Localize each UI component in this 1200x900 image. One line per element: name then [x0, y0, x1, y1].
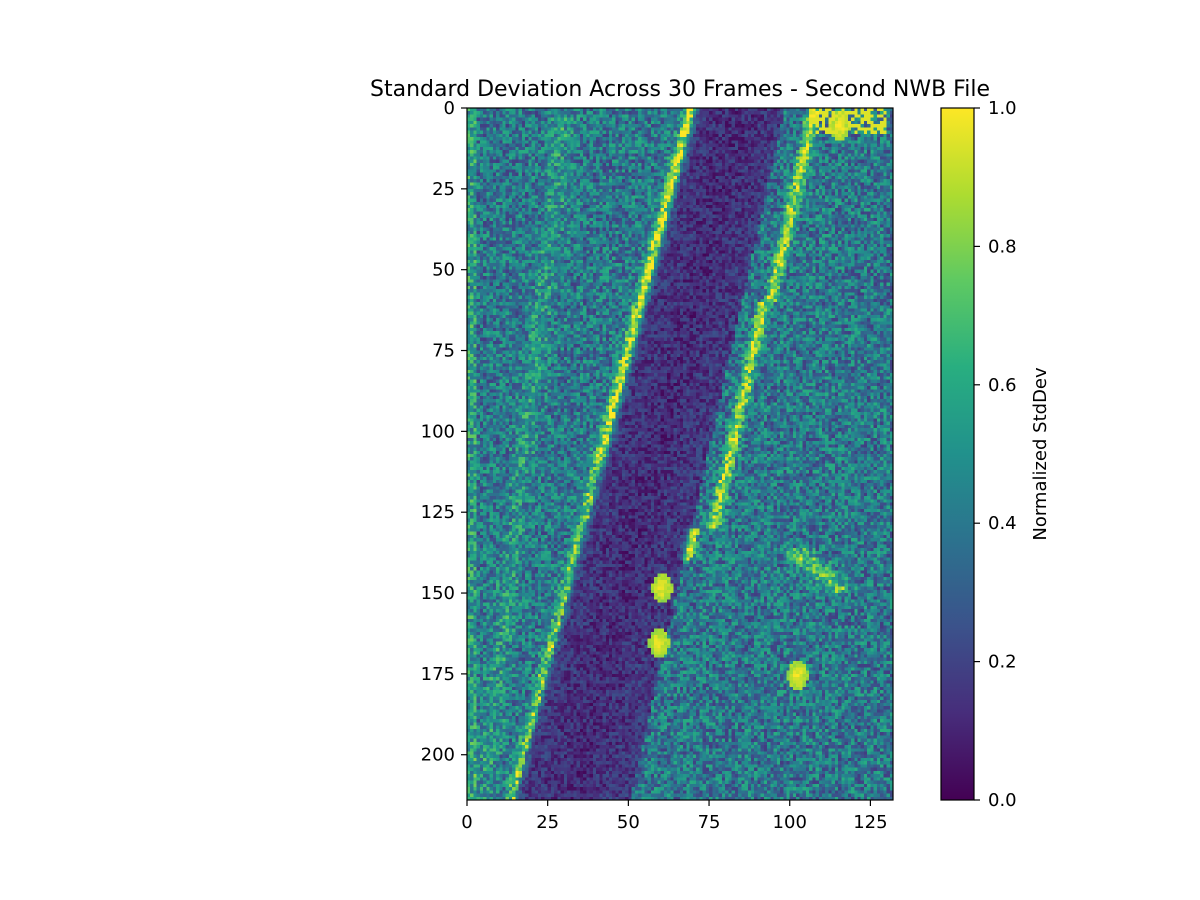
heatmap-raster — [467, 108, 893, 800]
colorbar-tick-label: 0.2 — [988, 652, 1017, 673]
y-tick-label: 200 — [421, 745, 455, 766]
heatmap-image — [467, 108, 893, 800]
x-tick-label: 25 — [536, 812, 559, 833]
y-axis: 0 25 50 75 100 125 150 175 200 — [421, 98, 467, 766]
x-tick-label: 75 — [698, 812, 721, 833]
colorbar-tick-label: 0.8 — [988, 236, 1017, 257]
colorbar-tick-label: 1.0 — [988, 98, 1017, 119]
y-tick-label: 75 — [432, 341, 455, 362]
colorbar-tick-label: 0.0 — [988, 790, 1017, 811]
chart-title: Standard Deviation Across 30 Frames - Se… — [370, 77, 990, 102]
x-axis: 0 25 50 75 100 125 — [461, 800, 888, 833]
y-tick-label: 125 — [421, 502, 455, 523]
colorbar-ticks: 0.0 0.2 0.4 0.6 0.8 1.0 — [974, 98, 1017, 811]
y-tick-label: 175 — [421, 664, 455, 685]
x-tick-label: 125 — [853, 812, 887, 833]
colorbar-label: Normalized StdDev — [1030, 367, 1051, 541]
y-tick-label: 0 — [444, 98, 455, 119]
colorbar-gradient — [940, 107, 975, 801]
y-tick-label: 25 — [432, 179, 455, 200]
x-tick-label: 100 — [773, 812, 807, 833]
x-tick-label: 50 — [617, 812, 640, 833]
y-tick-label: 150 — [421, 583, 455, 604]
colorbar: 0.0 0.2 0.4 0.6 0.8 1.0 Normalized StdDev — [940, 98, 1051, 811]
y-tick-label: 100 — [421, 421, 455, 442]
colorbar-tick-label: 0.4 — [988, 513, 1017, 534]
plot-frame — [466, 107, 894, 801]
x-tick-label: 0 — [461, 812, 472, 833]
y-tick-label: 50 — [432, 260, 455, 281]
colorbar-tick-label: 0.6 — [988, 375, 1017, 396]
